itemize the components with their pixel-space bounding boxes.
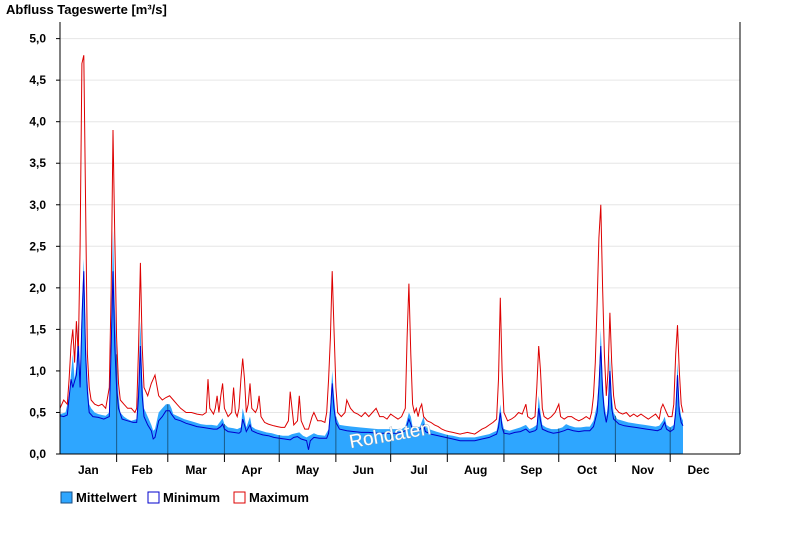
legend-label: Maximum [249, 490, 309, 505]
x-tick-label: Jul [410, 463, 427, 477]
y-tick-label: 1,5 [29, 322, 46, 336]
y-tick-label: 2,0 [29, 281, 46, 295]
series-mean-area [60, 229, 683, 454]
legend: Mittelwert Minimum Maximum [60, 490, 309, 505]
legend-swatch [60, 491, 73, 504]
x-tick-label: Apr [241, 463, 262, 477]
series-minimum-line [59, 271, 684, 450]
y-tick-label: 4,5 [29, 73, 46, 87]
x-tick-label: Jan [78, 463, 99, 477]
plot-area [59, 55, 684, 454]
grid-lines [60, 38, 740, 413]
x-tick-label: Sep [520, 463, 542, 477]
x-tick-label: Nov [631, 463, 654, 477]
legend-swatch [233, 491, 246, 504]
legend-label: Minimum [163, 490, 220, 505]
y-tick-label: 2,5 [29, 239, 46, 253]
x-tick-label: May [296, 463, 320, 477]
y-tick-label: 4,0 [29, 115, 46, 129]
y-tick-label: 0,0 [29, 447, 46, 461]
y-tick-label: 5,0 [29, 32, 46, 46]
y-tick-label: 3,5 [29, 156, 46, 170]
y-tick-label: 1,0 [29, 364, 46, 378]
x-tick-label: Feb [132, 463, 153, 477]
x-tick-label: Aug [464, 463, 487, 477]
x-tick-label: Dec [688, 463, 710, 477]
axes: 0,0 0,5 1,0 1,5 2,0 2,5 3,0 3,5 4,0 4,5 5,0 Jan Feb M… [29, 22, 741, 477]
series-maximum-line [59, 55, 684, 435]
x-tick-label: Jun [353, 463, 374, 477]
x-tick-label: Mar [185, 463, 207, 477]
x-tick-label: Oct [577, 463, 597, 477]
chart-title: Abfluss Tageswerte [m³/s] [6, 2, 167, 17]
legend-swatch [147, 491, 160, 504]
y-tick-label: 0,5 [29, 405, 46, 419]
legend-label: Mittelwert [76, 490, 137, 505]
y-tick-label: 3,0 [29, 198, 46, 212]
